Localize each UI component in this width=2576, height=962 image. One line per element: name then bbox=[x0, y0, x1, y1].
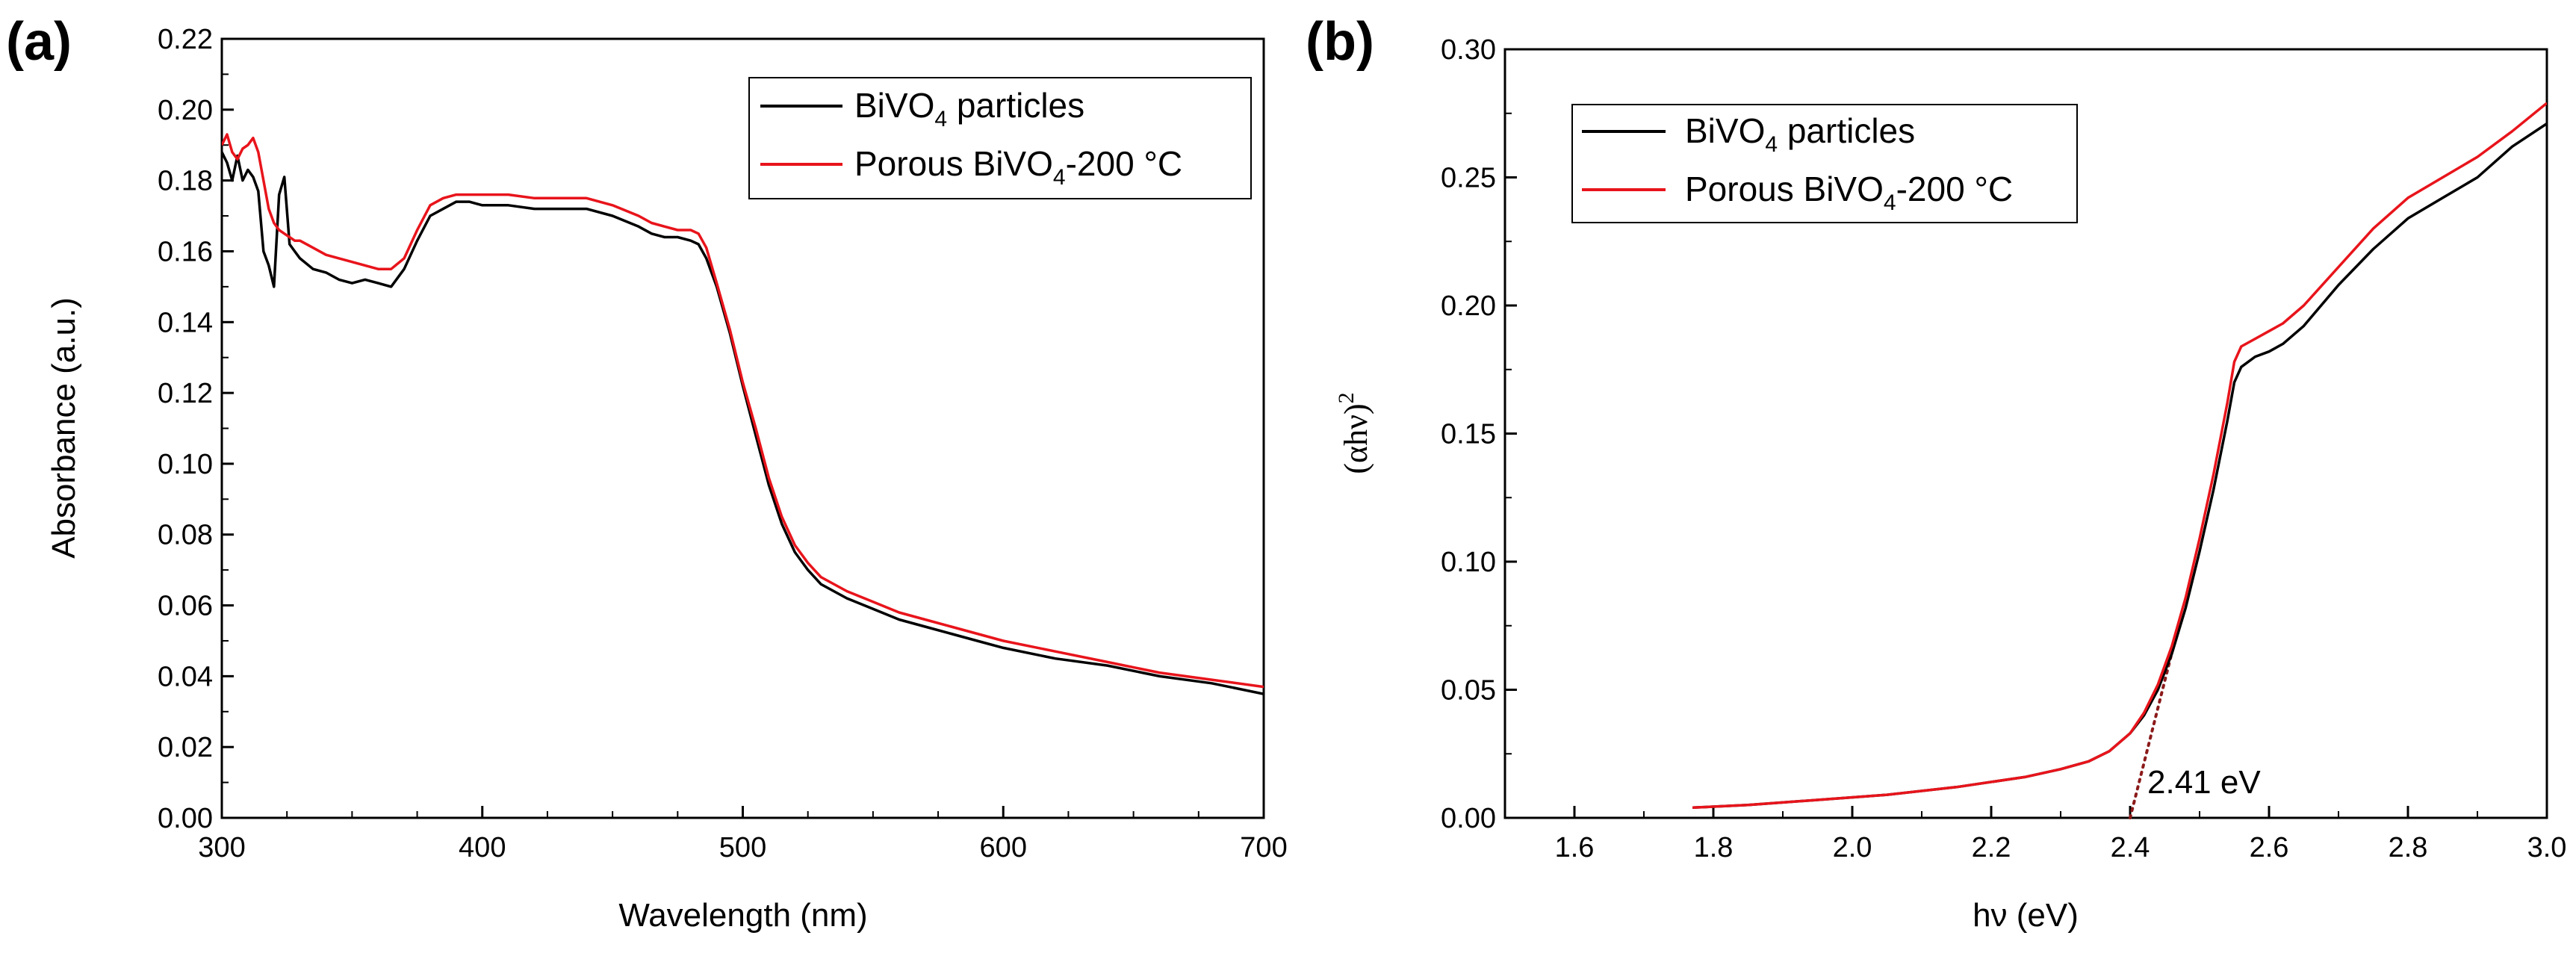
y-tick-label-a: 0.20 bbox=[158, 95, 213, 126]
legend-box-b bbox=[1571, 104, 2078, 223]
band-gap-annotation: 2.41 eV bbox=[2147, 764, 2261, 801]
x-tick-label-b: 1.8 bbox=[1694, 832, 1734, 863]
legend-label-a-1: Porous BiVO4-200 °C bbox=[854, 144, 1182, 190]
panel-b-label: (b) bbox=[1306, 12, 1374, 72]
y-tick-label-a: 0.08 bbox=[158, 520, 213, 551]
y-tick-label-a: 0.00 bbox=[158, 803, 213, 834]
legend-label-b-1: Porous BiVO4-200 °C bbox=[1685, 170, 2013, 215]
y-tick-label-a: 0.12 bbox=[158, 378, 213, 409]
y-axis-title-b: (αhν)2 bbox=[1334, 392, 1374, 474]
y-tick-label-a: 0.16 bbox=[158, 236, 213, 267]
series-line-b-1 bbox=[1692, 102, 2547, 810]
x-tick-label-a: 600 bbox=[980, 832, 1027, 863]
x-axis-title-a: Wavelength (nm) bbox=[618, 897, 867, 934]
y-tick-label-b: 0.10 bbox=[1441, 547, 1496, 578]
x-tick-label-b: 3.0 bbox=[2527, 832, 2567, 863]
panel-a-label: (a) bbox=[6, 12, 72, 72]
y-tick-label-b: 0.15 bbox=[1441, 419, 1496, 450]
panel-a: (a) 300 400 500 600 700 0.00 0.02 0.04 0.06 0.08 0… bbox=[6, 12, 1288, 934]
x-tick-label-a: 300 bbox=[198, 832, 245, 863]
x-tick-label-a: 700 bbox=[1240, 832, 1287, 863]
y-tick-label-b: 0.05 bbox=[1441, 675, 1496, 707]
legend-a: BiVO4 particles Porous BiVO4-200 °C bbox=[748, 77, 1252, 199]
x-tick-label-b: 2.8 bbox=[2389, 832, 2428, 863]
y-tick-label-b: 0.30 bbox=[1441, 34, 1496, 66]
legend-label-b-0: BiVO4 particles bbox=[1685, 111, 1915, 157]
x-axis-title-b: hν (eV) bbox=[1973, 897, 2079, 934]
x-tick-label-b: 2.0 bbox=[1833, 832, 1872, 863]
x-tick-label-b: 2.2 bbox=[1972, 832, 2011, 863]
y-tick-label-b: 0.20 bbox=[1441, 291, 1496, 322]
y-axis-title-a: Absorbance (a.u.) bbox=[46, 297, 82, 559]
y-tick-label-b: 0.00 bbox=[1441, 803, 1496, 834]
series-line-a-0 bbox=[222, 151, 1264, 695]
y-tick-label-a: 0.04 bbox=[158, 661, 213, 692]
y-tick-label-a: 0.10 bbox=[158, 449, 213, 480]
y-tick-label-a: 0.14 bbox=[158, 307, 213, 338]
series-line-a-1 bbox=[222, 133, 1264, 689]
y-tick-label-a: 0.06 bbox=[158, 591, 213, 622]
legend-label-a-0: BiVO4 particles bbox=[854, 86, 1084, 131]
y-tick-label-a: 0.02 bbox=[158, 732, 213, 763]
x-tick-label-b: 2.4 bbox=[2111, 832, 2150, 863]
y-tick-label-a: 0.22 bbox=[158, 24, 213, 55]
legend-b: BiVO4 particles Porous BiVO4-200 °C bbox=[1571, 104, 2078, 223]
x-tick-label-b: 1.6 bbox=[1555, 832, 1595, 863]
x-tick-label-a: 400 bbox=[459, 832, 506, 863]
legend-box-a bbox=[748, 77, 1252, 199]
x-tick-label-b: 2.6 bbox=[2250, 832, 2289, 863]
y-tick-label-b: 0.25 bbox=[1441, 163, 1496, 194]
y-tick-label-a: 0.18 bbox=[158, 166, 213, 197]
x-tick-label-a: 500 bbox=[719, 832, 766, 863]
panel-b: (b) 1.6 1.8 2.0 2.2 2.4 2.6 2.8 3.0 0.00 0.05 0.10… bbox=[1306, 12, 2566, 934]
